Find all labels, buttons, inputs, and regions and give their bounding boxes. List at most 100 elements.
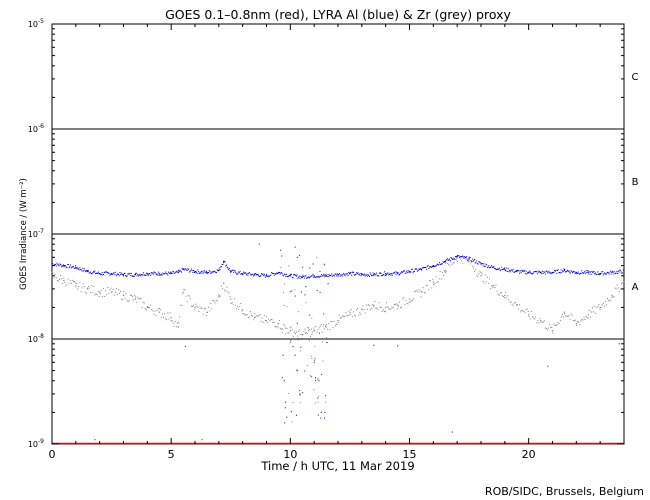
series-2-dot bbox=[250, 314, 252, 316]
series-1-dot bbox=[114, 274, 116, 276]
series-2-dot bbox=[257, 315, 259, 317]
series-2-dot bbox=[594, 305, 596, 307]
series-1-point-47 bbox=[587, 271, 589, 274]
series-1-dot bbox=[526, 272, 528, 274]
series-1-dot bbox=[183, 269, 185, 271]
series-1-dot bbox=[225, 264, 227, 266]
series-1-dot bbox=[445, 260, 447, 262]
series-1-dot bbox=[115, 271, 117, 273]
series-1-dot bbox=[439, 262, 441, 264]
series-1-dot bbox=[105, 271, 107, 273]
series-1-dot bbox=[268, 276, 270, 278]
series-2-dot bbox=[271, 318, 273, 320]
series-1-dot bbox=[547, 270, 549, 272]
series-1-dot bbox=[144, 274, 146, 276]
series-2-dot bbox=[190, 305, 192, 307]
series-1-dot bbox=[536, 273, 538, 275]
series-1-dot bbox=[393, 272, 395, 274]
series-2-dot bbox=[391, 306, 393, 308]
series-2-dot bbox=[570, 313, 572, 315]
series-1-dot bbox=[396, 272, 398, 274]
series-1-dot bbox=[191, 269, 193, 271]
series-1-dot bbox=[411, 268, 413, 270]
series-2-point-24 bbox=[313, 330, 315, 332]
series-1-dot bbox=[410, 271, 412, 273]
series-1-dot bbox=[363, 274, 365, 276]
series-2-dot bbox=[574, 319, 576, 321]
series-1-dot bbox=[115, 275, 117, 277]
series-1-dot bbox=[119, 272, 121, 274]
series-1-dot bbox=[322, 275, 324, 277]
series-1-dot bbox=[116, 274, 118, 276]
series-2-dot bbox=[467, 261, 469, 263]
series-1-dot bbox=[435, 265, 437, 267]
series-2-dot bbox=[54, 273, 56, 275]
series-2-dot bbox=[235, 308, 237, 310]
series-1-dot bbox=[180, 270, 182, 272]
series-1-dot bbox=[315, 276, 317, 278]
series-1-dot bbox=[473, 259, 475, 261]
series-1-dot bbox=[494, 268, 496, 270]
series-1-dot bbox=[358, 274, 360, 276]
series-1-dot bbox=[86, 271, 88, 273]
series-1-dot bbox=[323, 273, 325, 275]
series-1-dot bbox=[411, 269, 413, 271]
y-tick-label--6: 10-6 bbox=[28, 123, 44, 134]
series-1-dot bbox=[91, 273, 93, 275]
dropout-dot bbox=[326, 337, 328, 339]
series-1-dot bbox=[594, 273, 596, 275]
series-1-dot bbox=[304, 275, 306, 277]
series-2-dot bbox=[141, 307, 143, 309]
series-1-dot bbox=[243, 271, 245, 273]
dropout-dot bbox=[321, 373, 323, 375]
series-2-dot bbox=[377, 308, 379, 310]
series-1-dot bbox=[568, 270, 570, 272]
series-1-dot bbox=[432, 266, 434, 268]
series-1-dot bbox=[61, 264, 63, 266]
series-1-dot bbox=[360, 275, 362, 277]
series-1-dot bbox=[557, 269, 559, 271]
series-2-dot bbox=[285, 327, 287, 329]
dropout-dot bbox=[292, 346, 294, 348]
series-1-dot bbox=[93, 271, 95, 273]
series-1-point-13 bbox=[194, 270, 196, 273]
series-1-dot bbox=[308, 277, 310, 279]
series-2-dot bbox=[157, 308, 159, 310]
series-1-dot bbox=[238, 272, 240, 274]
series-1-dot bbox=[212, 271, 214, 273]
dropout-dot bbox=[291, 290, 293, 292]
dropout-dot bbox=[319, 270, 321, 272]
series-2-dot bbox=[394, 304, 396, 306]
series-2-dot bbox=[400, 307, 402, 309]
series-1-dot bbox=[303, 277, 305, 279]
series-1-dot bbox=[463, 257, 465, 259]
series-1-dot bbox=[351, 271, 353, 273]
series-1-dot bbox=[359, 272, 361, 274]
series-1-dot bbox=[293, 274, 295, 276]
series-2-dot bbox=[210, 303, 212, 305]
series-2-dot bbox=[352, 311, 354, 313]
series-2-dot bbox=[460, 258, 462, 260]
series-1-dot bbox=[522, 269, 524, 271]
series-1-dot bbox=[388, 274, 390, 276]
series-2-dot bbox=[387, 306, 389, 308]
series-2-dot bbox=[510, 301, 512, 303]
series-1-dot bbox=[583, 272, 585, 274]
series-1-dot bbox=[100, 273, 102, 275]
series-2-dot bbox=[336, 324, 338, 326]
series-1-dot bbox=[170, 271, 172, 273]
series-1-dot bbox=[450, 256, 452, 258]
series-1-dot bbox=[398, 274, 400, 276]
series-1-dot bbox=[391, 274, 393, 276]
series-2-dot bbox=[538, 322, 540, 324]
series-1-dot bbox=[156, 273, 158, 275]
series-2-dot bbox=[75, 282, 77, 284]
series-1-dot bbox=[555, 269, 557, 271]
series-2-dot bbox=[357, 308, 359, 310]
series-1-dot bbox=[262, 273, 264, 275]
series-1-dot bbox=[334, 273, 336, 275]
scatter-point-15 bbox=[184, 345, 187, 348]
series-1-dot bbox=[437, 263, 439, 265]
series-2-dot bbox=[495, 284, 497, 286]
series-1-dot bbox=[286, 273, 288, 275]
